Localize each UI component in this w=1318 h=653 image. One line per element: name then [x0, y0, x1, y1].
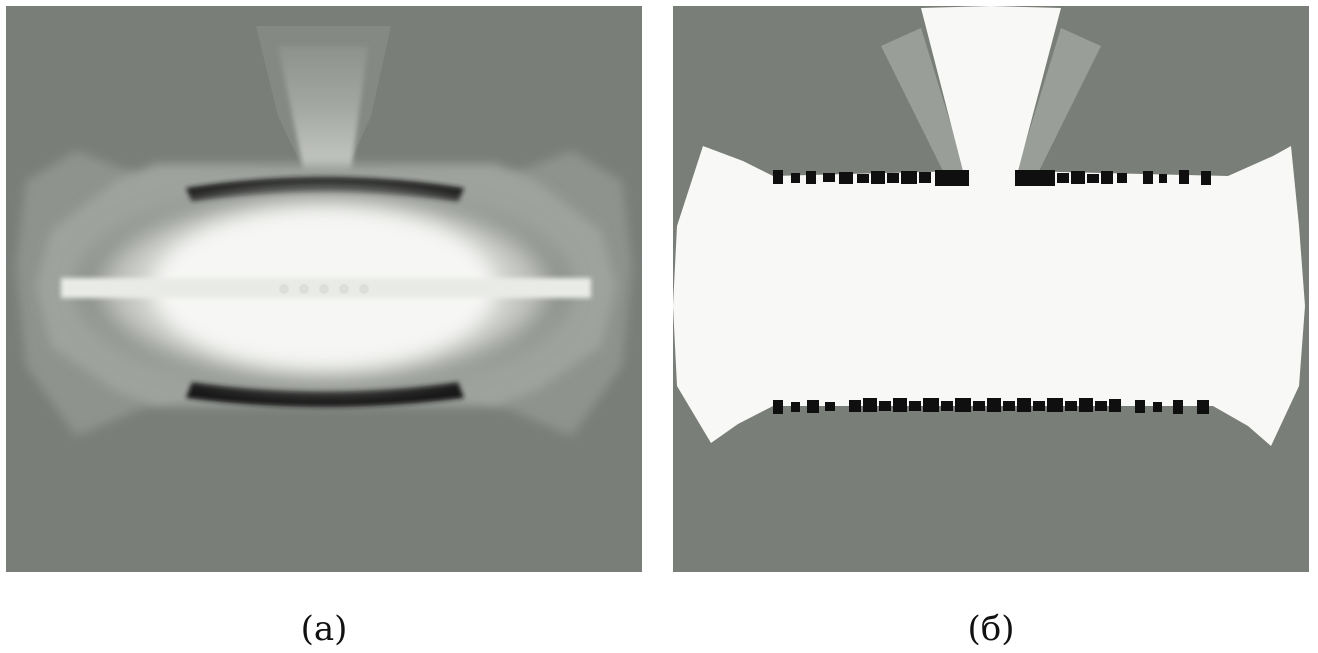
panel-a-lower-dark-band [186, 382, 464, 407]
panel-b-right-beam-wedge [1017, 28, 1101, 171]
panel-b-caption: (б) [967, 609, 1015, 649]
panel-b-bright-region [673, 6, 1305, 446]
panel-b-left-beam-wedge [881, 28, 965, 171]
panel-a-caption: (a) [300, 609, 348, 649]
panel-b-simulation-field [673, 6, 1309, 572]
panel-a-simulation-field [6, 6, 642, 572]
panel-b-image [673, 6, 1309, 572]
panel-a-image [6, 6, 642, 572]
panel-a-top-beam [278, 46, 368, 171]
panel-b-lower-dark-boundary [773, 398, 1209, 414]
panel-a-center-dots [279, 284, 369, 294]
panel-b-upper-dark-boundary [773, 170, 1211, 186]
